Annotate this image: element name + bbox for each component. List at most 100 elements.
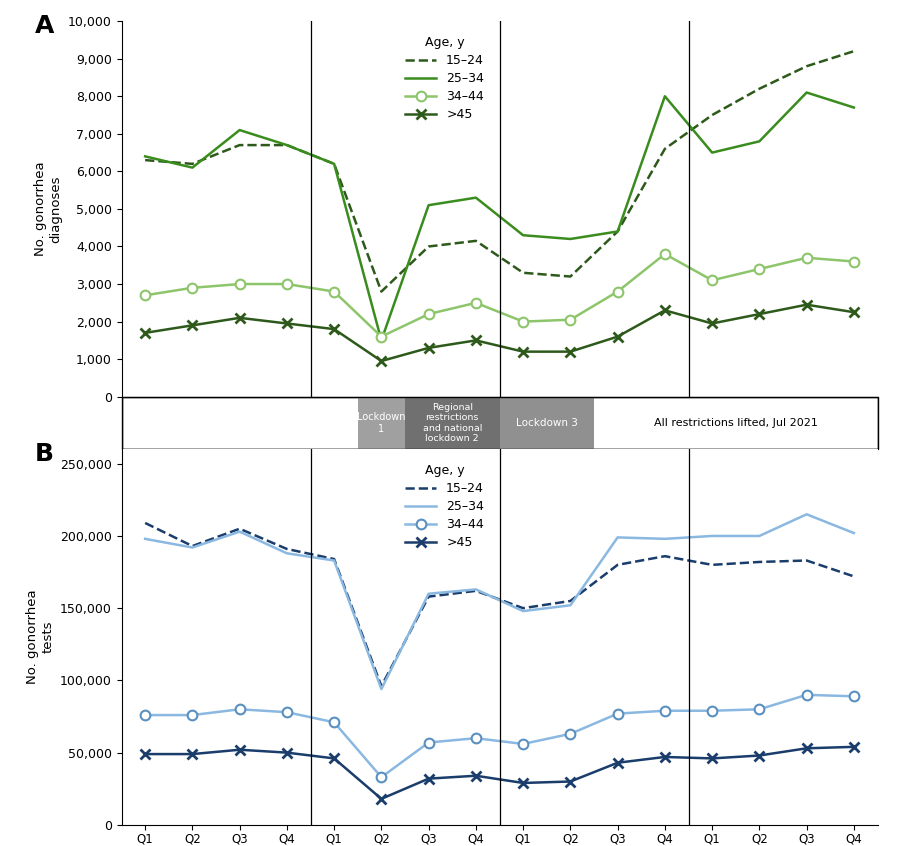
>45 [706, 753, 717, 763]
>45 [376, 794, 387, 804]
34–44 [423, 738, 434, 748]
25–34 [849, 528, 859, 538]
25–34 [140, 151, 150, 162]
>45 [423, 773, 434, 783]
Text: Regional
restrictions
and national
lockdown 2: Regional restrictions and national lockd… [423, 403, 482, 443]
15–24 [849, 571, 859, 581]
25–34 [754, 136, 765, 146]
Text: 2022: 2022 [766, 427, 800, 442]
34–44 [565, 315, 576, 325]
Line: >45: >45 [140, 299, 859, 365]
34–44 [801, 253, 812, 263]
>45 [140, 327, 150, 338]
>45 [518, 777, 528, 788]
25–34 [849, 102, 859, 113]
Line: >45: >45 [140, 742, 859, 804]
34–44 [234, 704, 245, 714]
15–24 [660, 144, 670, 154]
25–34 [706, 531, 717, 541]
34–44 [234, 279, 245, 289]
15–24 [376, 287, 387, 297]
>45 [376, 356, 387, 366]
15–24 [187, 159, 198, 169]
25–34 [423, 201, 434, 211]
15–24 [754, 557, 765, 567]
Text: Lockdown
1: Lockdown 1 [357, 412, 406, 434]
34–44 [706, 275, 717, 285]
15–24 [328, 159, 339, 169]
15–24 [518, 603, 528, 613]
25–34 [282, 548, 292, 558]
15–24 [187, 541, 198, 551]
15–24 [423, 591, 434, 602]
>45 [328, 324, 339, 334]
Bar [405, 397, 500, 449]
34–44 [282, 279, 292, 289]
25–34 [565, 600, 576, 610]
>45 [612, 758, 623, 768]
>45 [423, 343, 434, 353]
Line: 34–44: 34–44 [140, 249, 859, 342]
15–24 [328, 554, 339, 564]
15–24 [801, 61, 812, 71]
Line: 25–34: 25–34 [145, 92, 854, 340]
34–44 [754, 264, 765, 274]
15–24 [423, 241, 434, 251]
15–24 [376, 681, 387, 691]
>45 [234, 744, 245, 755]
34–44 [328, 287, 339, 297]
>45 [706, 318, 717, 328]
25–34 [754, 531, 765, 541]
Text: A: A [34, 14, 54, 37]
15–24 [849, 47, 859, 57]
25–34 [423, 589, 434, 599]
15–24 [660, 551, 670, 561]
>45 [801, 299, 812, 310]
25–34 [328, 556, 339, 566]
34–44 [376, 772, 387, 783]
Bar [358, 397, 405, 449]
15–24 [471, 585, 482, 596]
>45 [660, 305, 670, 316]
Line: 15–24: 15–24 [145, 52, 854, 292]
25–34 [140, 534, 150, 544]
25–34 [234, 526, 245, 536]
Text: Lockdown 3: Lockdown 3 [516, 418, 578, 428]
>45 [187, 749, 198, 759]
15–24 [282, 544, 292, 554]
25–34 [660, 534, 670, 544]
>45 [565, 347, 576, 357]
Line: 34–44: 34–44 [140, 690, 859, 782]
Legend: 15–24, 25–34, 34–44, >45: 15–24, 25–34, 34–44, >45 [400, 459, 489, 554]
34–44 [706, 706, 717, 716]
15–24 [282, 140, 292, 150]
34–44 [376, 332, 387, 342]
25–34 [801, 87, 812, 97]
34–44 [565, 728, 576, 739]
25–34 [706, 147, 717, 157]
Text: 2019: 2019 [198, 427, 234, 442]
15–24 [140, 155, 150, 165]
>45 [754, 750, 765, 761]
Line: 15–24: 15–24 [145, 523, 854, 686]
15–24 [706, 110, 717, 120]
34–44 [471, 733, 482, 744]
34–44 [140, 710, 150, 720]
34–44 [849, 691, 859, 701]
>45 [282, 748, 292, 758]
Bar [500, 397, 594, 449]
>45 [282, 318, 292, 328]
34–44 [518, 316, 528, 327]
34–44 [282, 707, 292, 717]
>45 [754, 309, 765, 319]
25–34 [612, 532, 623, 542]
Text: 2020: 2020 [388, 427, 422, 442]
>45 [471, 335, 482, 345]
>45 [612, 332, 623, 342]
34–44 [423, 309, 434, 319]
25–34 [518, 230, 528, 240]
25–34 [565, 233, 576, 244]
Text: All restrictions lifted, Jul 2021: All restrictions lifted, Jul 2021 [653, 418, 818, 428]
25–34 [328, 159, 339, 169]
25–34 [660, 91, 670, 102]
